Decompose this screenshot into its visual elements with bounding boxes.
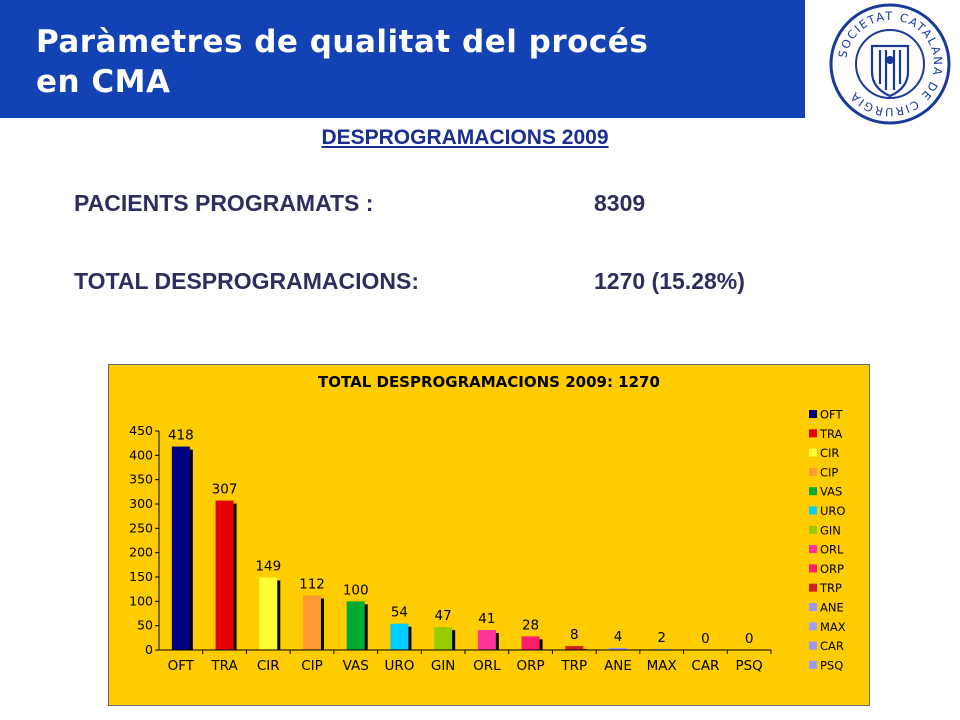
legend-entry: GIN <box>820 523 841 537</box>
section-subtitle: DESPROGRAMACIONS 2009 <box>321 126 609 149</box>
y-tick-label: 350 <box>129 472 153 487</box>
legend-swatch <box>809 506 817 515</box>
stat-label-programmed: PACIENTS PROGRAMATS : <box>74 190 374 216</box>
legend-swatch <box>809 660 817 669</box>
legend-entry: PSQ <box>820 658 843 672</box>
stat-label-unscheduled: TOTAL DESPROGRAMACIONS: <box>74 268 420 294</box>
legend-swatch <box>809 448 817 457</box>
bars: 418 307 149 112 100 54 47 41 28 8 4 2 0 0 <box>168 428 753 650</box>
legend-swatch <box>809 525 817 534</box>
x-tick-label: ORP <box>516 658 544 674</box>
page-title-line-2: en CMA <box>36 64 171 100</box>
data-label: 0 <box>745 631 754 647</box>
bar-gin <box>434 627 453 650</box>
y-tick-label: 450 <box>129 423 153 438</box>
bar-orp <box>521 636 540 650</box>
legend-swatch <box>809 410 817 418</box>
x-tick-label: OFT <box>168 658 195 674</box>
y-tick-label: 400 <box>129 447 153 462</box>
x-tick-label: MAX <box>647 658 677 674</box>
data-label: 418 <box>168 428 194 444</box>
legend-entry: OFT <box>820 408 843 422</box>
data-label: 8 <box>570 627 579 643</box>
page-title: Paràmetres de qualitat del procés en CMA <box>36 22 796 102</box>
legend-entry: VAS <box>820 485 842 499</box>
x-tick-label: CIP <box>301 658 323 674</box>
y-tick-label: 250 <box>129 520 153 535</box>
x-tick-label: VAS <box>343 658 369 674</box>
x-tick-label: ORL <box>473 658 501 674</box>
legend-swatch <box>809 429 817 438</box>
legend-swatch <box>809 603 817 611</box>
legend-entry: MAX <box>820 620 846 634</box>
data-label: 2 <box>657 630 666 646</box>
y-tick-label: 300 <box>129 496 153 511</box>
y-tick-label: 0 <box>145 642 153 657</box>
x-tick-label: TRP <box>560 658 587 674</box>
legend-entry: ORL <box>820 543 844 557</box>
legend: OFT TRA CIR CIP VAS URO GIN ORL ORP TRP ANE MAX CAR P… <box>809 408 846 672</box>
y-tick-label: 150 <box>129 569 153 584</box>
legend-swatch <box>809 583 817 592</box>
bar-ane <box>609 648 627 650</box>
bar-tra <box>215 500 234 650</box>
legend-swatch <box>809 467 817 476</box>
data-label: 307 <box>212 482 238 498</box>
seal-logo: SOCIETAT CATALANA DE CIRURGIA <box>829 3 951 125</box>
x-tick-label: GIN <box>431 658 456 674</box>
data-label: 54 <box>391 605 408 621</box>
data-label: 41 <box>478 611 495 627</box>
header-band: Paràmetres de qualitat del procés en CMA <box>0 0 805 118</box>
y-axis: 0 50 100 150 200 250 300 350 400 450 <box>129 423 160 657</box>
bar-oft <box>171 446 190 650</box>
legend-swatch <box>809 487 817 496</box>
bar-uro <box>390 623 409 650</box>
stat-value-unscheduled: 1270 (15.28%) <box>594 268 745 294</box>
seal-emblem-icon <box>870 44 910 98</box>
legend-swatch <box>809 564 817 573</box>
legend-entry: ANE <box>820 601 844 615</box>
x-axis: OFT TRA CIR CIP VAS URO GIN ORL ORP TRP ANE MAX CAR P… <box>159 649 772 674</box>
bar-cip <box>303 595 321 650</box>
legend-entry: ORP <box>820 562 844 576</box>
data-label: 112 <box>299 576 325 592</box>
data-label: 47 <box>435 608 452 624</box>
x-tick-label: CAR <box>691 658 719 674</box>
data-label: 0 <box>701 631 710 647</box>
x-tick-label: CIR <box>257 658 280 674</box>
legend-entry: CIR <box>820 446 839 460</box>
legend-swatch <box>809 622 817 631</box>
bar-cir <box>259 577 278 650</box>
legend-entry: CIP <box>820 465 838 479</box>
legend-swatch <box>809 641 817 650</box>
data-label: 28 <box>522 617 539 633</box>
legend-entry: URO <box>820 504 845 518</box>
chart-title: TOTAL DESPROGRAMACIONS 2009: 1270 <box>318 373 660 391</box>
legend-swatch <box>809 545 817 554</box>
legend-entry: TRA <box>819 427 843 441</box>
legend-entry: TRP <box>819 581 842 595</box>
bar-orl <box>477 630 496 650</box>
data-label: 4 <box>614 629 623 645</box>
page-title-line-1: Paràmetres de qualitat del procés <box>36 24 649 60</box>
bar-vas <box>346 601 365 650</box>
data-label: 149 <box>255 558 281 574</box>
chart-panel: TOTAL DESPROGRAMACIONS 2009: 1270 0 50 100… <box>108 364 870 706</box>
x-tick-label: TRA <box>210 658 238 674</box>
x-tick-label: URO <box>384 658 414 674</box>
stat-value-programmed: 8309 <box>594 190 646 216</box>
x-tick-label: PSQ <box>735 658 762 674</box>
bar-trp <box>565 646 584 650</box>
y-tick-label: 200 <box>129 545 153 560</box>
data-label: 100 <box>343 582 369 598</box>
y-tick-label: 100 <box>129 593 153 608</box>
x-tick-label: ANE <box>604 658 632 674</box>
y-tick-label: 50 <box>137 618 153 633</box>
bar-chart: TOTAL DESPROGRAMACIONS 2009: 1270 0 50 100… <box>129 373 846 674</box>
legend-entry: CAR <box>820 639 844 653</box>
